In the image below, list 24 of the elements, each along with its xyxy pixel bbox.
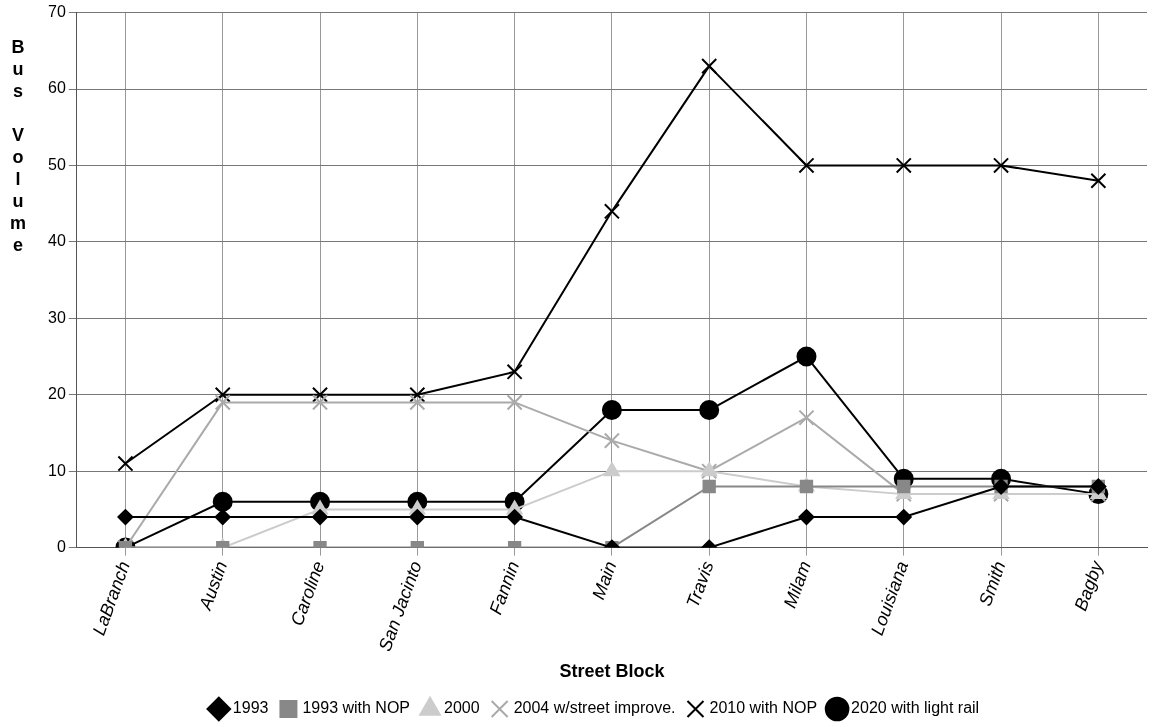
legend-label: 2004 w/street improve. — [513, 699, 676, 717]
y-tick-label: 30 — [48, 308, 66, 326]
y-tick-label: 40 — [48, 232, 66, 250]
x-tick-label: Travis — [682, 558, 718, 611]
x-tick-label: Bagby — [1070, 557, 1108, 614]
y-tick-label: 0 — [56, 538, 66, 556]
y-tick-label: 50 — [48, 155, 66, 173]
text: Bus Volume — [9, 36, 27, 255]
x-axis-title: Street Block — [559, 661, 666, 682]
y-tick-label: 60 — [48, 79, 66, 97]
legend-label: 2020 with light rail — [851, 699, 980, 717]
legend-label: 1993 with NOP — [302, 699, 411, 717]
x-tick-label: Main — [588, 558, 621, 603]
legend-label: 2010 with NOP — [709, 699, 818, 717]
y-tick-label: 10 — [48, 461, 66, 479]
x-tick-label: San Jacinto — [374, 558, 426, 654]
y-tick-label: 70 — [48, 3, 66, 21]
y-tick-label: 20 — [48, 385, 66, 403]
x-tick-label: Smith — [974, 558, 1010, 609]
legend-label: 2000 — [444, 699, 480, 717]
x-tick-label: Fannin — [485, 558, 524, 618]
x-tick-label: Milam — [779, 558, 815, 611]
legend-label: 1993 — [232, 699, 269, 717]
x-tick-label: Austin — [194, 558, 232, 614]
